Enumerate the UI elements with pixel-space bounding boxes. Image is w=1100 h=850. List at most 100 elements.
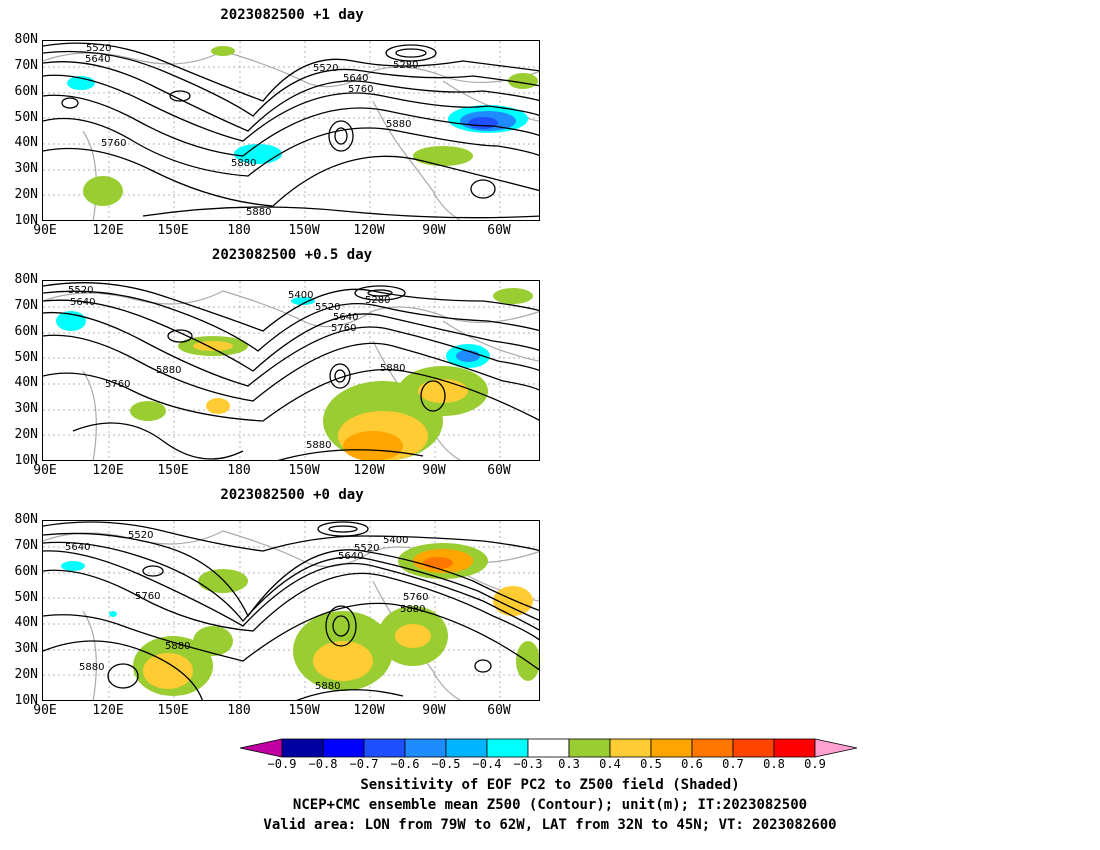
lat-label: 20N [14,427,38,443]
map-panel-2: 5520 5640 5400 5520 5280 5640 5760 5880 … [42,280,540,461]
colorbar-tick-label: 0.9 [804,757,826,771]
lat-label: 50N [14,109,38,125]
lat-label: 60N [14,563,38,579]
lat-label: 70N [14,537,38,553]
colorbar-box [404,738,447,758]
contour-label: 5400 [288,290,313,301]
lon-label: 180 [227,223,251,238]
colorbar-box [691,738,734,758]
map-panel-2-svg: 5520 5640 5400 5520 5280 5640 5760 5880 … [43,281,539,460]
lon-label: 150W [288,703,320,718]
caption-line-3: Valid area: LON from 79W to 62W, LAT fro… [263,817,837,833]
lon-label: 150E [157,223,189,238]
contour-label: 5400 [383,535,408,546]
colorbar-tick-label: −0.5 [431,757,461,771]
lon-label: 120W [353,223,385,238]
lat-label: 30N [14,401,38,417]
lat-label: 10N [14,213,38,228]
contour-label: 5760 [101,138,126,149]
colorbar-tick-label: 0.6 [681,757,703,771]
contour-label: 5760 [105,379,130,390]
colorbar-tick-label: −0.3 [513,757,543,771]
lat-label: 40N [14,135,38,151]
map-panel-3: 5520 5640 5640 5520 5400 5760 5760 5880 … [42,520,540,701]
contour-label: 5880 [400,604,425,615]
sensitivity-shading [61,543,539,696]
lon-label: 120W [353,703,385,718]
lat-label: 80N [14,272,38,287]
contour-label: 5760 [135,591,160,602]
lat-label: 30N [14,641,38,657]
lon-label: 120E [92,703,124,718]
lon-label: 150W [288,223,320,238]
contours [43,42,539,219]
lat-label: 40N [14,375,38,391]
lat-label: 50N [14,349,38,365]
lat-label: 70N [14,57,38,73]
colorbar-box [773,738,816,758]
colorbar-tick-label: 0.8 [763,757,785,771]
colorbar-boxes [281,738,816,758]
colorbar-box [445,738,488,758]
contours [43,282,539,460]
colorbar-tick-label: −0.8 [308,757,338,771]
contour-label: 5880 [380,363,405,374]
lon-label: 60W [487,463,511,478]
colorbar-tick-label: 0.5 [640,757,662,771]
lat-label: 10N [14,693,38,708]
contour-label: 5760 [348,84,373,95]
lon-label: 60W [487,703,511,718]
colorbar-box [486,738,529,758]
contour-label: 5880 [386,119,411,130]
contour-label: 5760 [403,592,428,603]
contour-labels: 5520 5640 5400 5520 5280 5640 5760 5880 … [68,285,405,451]
contour-label: 5640 [65,542,90,553]
colorbar-svg [239,738,858,758]
colorbar-box [568,738,611,758]
contour-label: 5280 [393,60,418,71]
lon-label: 90W [422,223,446,238]
colorbar-tick-label: −0.6 [390,757,420,771]
contour-label: 5520 [68,285,93,296]
lat-label: 30N [14,161,38,177]
contour-label: 5640 [343,73,368,84]
colorbar [239,738,860,758]
contour-label: 5640 [338,551,363,562]
coastlines [43,290,539,460]
contour-label: 5520 [313,63,338,74]
colorbar-tick-label: 0.3 [558,757,580,771]
lon-label: 150E [157,703,189,718]
lon-label: 60W [487,223,511,238]
lon-label: 180 [227,703,251,718]
contour-label: 5640 [70,297,95,308]
contour-label: 5520 [128,530,153,541]
colorbar-box [322,738,365,758]
sensitivity-shading [56,288,533,460]
panel-2-title: 2023082500 +0.5 day [211,247,373,263]
contour-labels: 5520 5640 5640 5520 5400 5760 5760 5880 … [65,530,428,692]
panel-1-title: 2023082500 +1 day [220,7,364,23]
lon-label: 90E [33,223,57,238]
lon-label: 180 [227,463,251,478]
colorbar-tick-label: −0.7 [349,757,379,771]
colorbar-tick-label: 0.7 [722,757,744,771]
contour-label: 5880 [315,681,340,692]
colorbar-high-arrow [814,738,858,758]
colorbar-tick-label: −0.4 [472,757,502,771]
contour-label: 5640 [85,54,110,65]
lat-label: 50N [14,589,38,605]
lon-label: 90E [33,703,57,718]
caption-line-1: Sensitivity of EOF PC2 to Z500 field (Sh… [360,777,740,793]
contour-labels: 5520 5640 5520 5640 5760 5280 5880 5760 … [85,43,418,218]
colorbar-box [363,738,406,758]
contour-label: 5880 [165,641,190,652]
map-panel-3-svg: 5520 5640 5640 5520 5400 5760 5760 5880 … [43,521,539,700]
contour-label: 5520 [86,43,111,54]
contour-label: 5880 [79,662,104,673]
colorbar-low-arrow [239,738,283,758]
colorbar-box [609,738,652,758]
lat-label: 20N [14,667,38,683]
contour-label: 5880 [231,158,256,169]
contour-label: 5880 [246,207,271,218]
lat-label: 80N [14,512,38,527]
